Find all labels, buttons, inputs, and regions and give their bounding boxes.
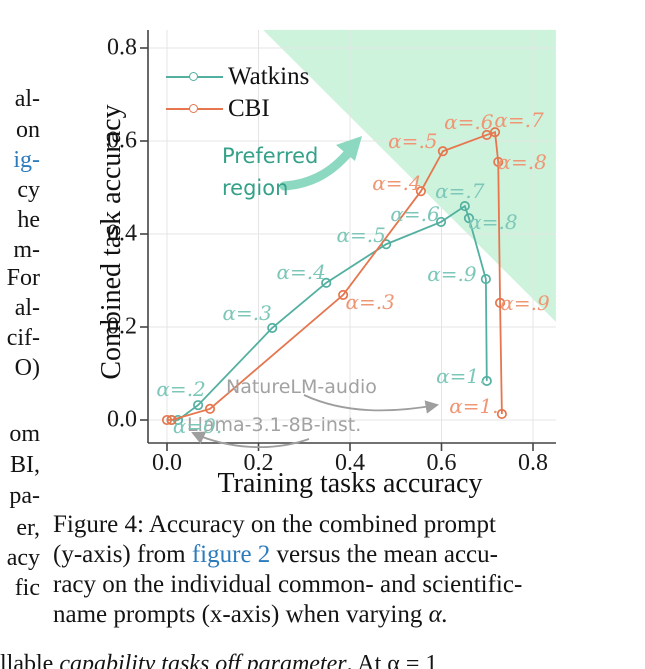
alpha-point-label-watkins: α=.5 <box>336 223 386 248</box>
margin-text-fragment: er, <box>16 515 40 541</box>
y-tick-label: 0.2 <box>107 313 137 340</box>
margin-text-fragment: m- <box>13 237 40 263</box>
margin-text-fragment: BI, <box>10 452 40 478</box>
alpha-point-label-cbi: α=.4 <box>372 171 422 196</box>
llama-annotation-arrow <box>191 431 310 449</box>
x-tick-label: 0.4 <box>335 450 365 476</box>
alpha-point-label-cbi: α=.3 <box>345 289 395 314</box>
margin-text-fragment: on <box>16 117 40 143</box>
alpha-point-label-watkins: α=.3 <box>222 300 272 325</box>
naturelm-annotation-arrow <box>303 394 439 414</box>
margin-text-fragment: he <box>17 207 40 233</box>
caption-line-3: racy on the individual common- and scien… <box>53 571 523 598</box>
alpha-point-label-watkins: α=1. <box>436 363 486 388</box>
margin-text-fragment: al- <box>14 295 40 321</box>
margin-text-fragment: al- <box>14 86 40 112</box>
caption-line4-pre: name prompts (x-axis) when varying <box>53 601 429 628</box>
alpha-point-label-cbi: α=1. <box>449 393 499 418</box>
caption-line-1: Figure 4: Accuracy on the combined promp… <box>53 511 496 538</box>
preferred-region-label-line1: Preferred <box>222 144 319 168</box>
caption-line2-pre: (y-axis) from <box>53 541 192 568</box>
y-tick-label: 0.8 <box>107 34 137 61</box>
preferred-region-arrow <box>279 147 354 191</box>
x-tick-label: 0.0 <box>152 450 182 476</box>
margin-text-fragment: cy <box>17 177 40 203</box>
preferred-region-arrowhead <box>336 136 362 161</box>
bottom-line-pre: llable <box>0 651 60 669</box>
x-tick-label: 0.6 <box>426 450 457 476</box>
llama-label: Llama-3.1-8B-inst. <box>187 414 362 436</box>
y-tick-label: 0.0 <box>107 406 137 433</box>
caption-line-2: (y-axis) from figure 2 versus the mean a… <box>53 541 498 569</box>
x-axis-label: Training tasks accuracy <box>217 468 483 499</box>
series-lines <box>161 127 507 426</box>
alpha-point-label-watkins: α=.8 <box>468 210 518 235</box>
y-axis-label: Combined task accuracy <box>96 104 127 380</box>
gridlines <box>148 30 556 443</box>
preferred-region-label-line2: region <box>222 176 289 200</box>
alpha-point-label-cbi: α=.6 <box>444 109 494 134</box>
margin-text-fragment: fic <box>14 575 40 601</box>
x-tick-label: 0.8 <box>518 450 548 476</box>
figure2-link[interactable]: figure 2 <box>191 541 271 568</box>
y-tick-label: 0.6 <box>107 127 137 154</box>
alpha-point-label-cbi: α=.5 <box>388 129 438 154</box>
watkins-marker-icon <box>189 72 198 81</box>
bottom-line-post: . At α = 1 <box>346 651 438 669</box>
margin-text-fragment: O) <box>14 355 40 381</box>
naturelm-audio-label: NatureLM-audio <box>226 376 377 398</box>
bottom-clipped-text-line: llable capability tasks off parameter. A… <box>0 651 437 669</box>
alpha-point-label-watkins: α=.6 <box>390 201 440 226</box>
alpha-point-label-watkins: α=.9 <box>427 262 477 287</box>
axes-spines <box>147 30 556 444</box>
alpha-point-label-watkins: α=0. <box>172 414 223 438</box>
caption-alpha-symbol: α. <box>428 601 448 628</box>
alpha-point-label-cbi: α=.8 <box>497 149 547 174</box>
alpha-point-label-watkins: α=.2 <box>156 377 206 402</box>
legend-label-watkins: Watkins <box>228 63 310 90</box>
y-tick-label: 0.4 <box>107 220 137 247</box>
cbi-marker-icon <box>189 104 198 113</box>
margin-fragment-link[interactable]: ig- <box>13 147 40 173</box>
margin-text-fragment: om <box>9 421 40 447</box>
margin-text-fragment: cif- <box>6 325 40 351</box>
caption-line-4: name prompts (x-axis) when varying α. <box>53 601 448 629</box>
margin-text-fragment: For <box>6 265 40 291</box>
margin-text-fragment: acy <box>6 545 40 571</box>
alpha-point-label-watkins: α=.7 <box>435 179 485 204</box>
alpha-point-label-watkins: α=.4 <box>276 259 326 284</box>
preferred-region-shade <box>263 29 556 322</box>
bottom-line-italic: capability tasks off parameter <box>59 651 347 669</box>
axis-ticks <box>140 47 534 451</box>
x-tick-label: 0.2 <box>243 450 274 476</box>
legend-label-cbi: CBI <box>228 95 270 122</box>
caption-line2-post: versus the mean accu- <box>270 541 498 568</box>
margin-text-fragment: pa- <box>9 483 40 509</box>
alpha-point-label-cbi: α=.9 <box>500 290 550 315</box>
alpha-point-label-cbi: α=.7 <box>494 108 544 133</box>
